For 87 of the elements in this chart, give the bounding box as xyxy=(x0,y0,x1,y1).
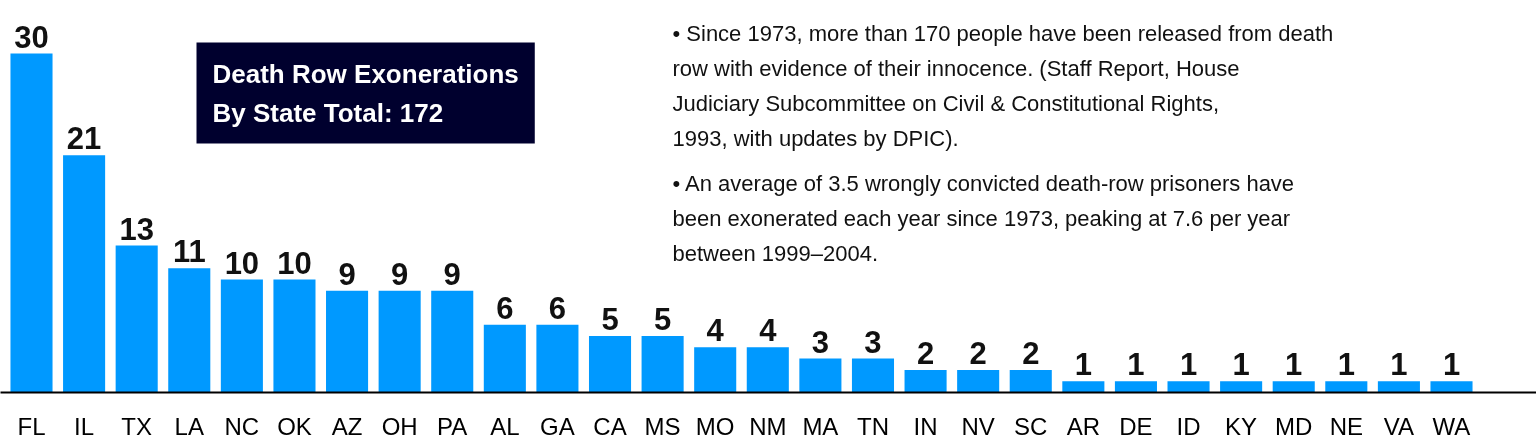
bar xyxy=(799,358,842,393)
x-tick-label: VA xyxy=(1383,412,1415,440)
bar xyxy=(1009,369,1052,393)
bar xyxy=(957,369,1000,393)
bar xyxy=(1220,381,1263,393)
data-label: 1 xyxy=(1337,347,1355,383)
data-label: 5 xyxy=(601,302,619,337)
data-label: 9 xyxy=(338,256,356,292)
x-tick-label: NC xyxy=(224,412,260,440)
x-tick-label: MA xyxy=(802,412,839,440)
data-label: 3 xyxy=(864,324,882,360)
bar xyxy=(273,279,316,393)
x-tick-label: NM xyxy=(749,412,787,440)
x-tick-label: OK xyxy=(277,412,312,440)
x-tick-label: MO xyxy=(695,412,735,440)
data-label: 11 xyxy=(172,234,206,270)
x-tick-label: TN xyxy=(856,412,889,440)
x-tick-label: NV xyxy=(961,412,995,440)
x-tick-label: AR xyxy=(1066,412,1101,440)
x-tick-label: MD xyxy=(1275,412,1313,440)
x-tick-label: IN xyxy=(913,412,938,440)
x-tick-label: IL xyxy=(74,412,95,440)
bar xyxy=(1430,381,1473,393)
bar xyxy=(1114,381,1157,393)
data-label: 6 xyxy=(496,290,514,326)
bar xyxy=(483,324,526,393)
data-label: 21 xyxy=(66,121,102,157)
annotation: • An average of 3.5 wrongly convicted death-row prisoners have been exonerated each year since 1973, peaking at 7.6 per year between 1999–2004. xyxy=(672,170,1295,266)
x-tick-label: OH xyxy=(381,412,418,440)
x-tick-label: SC xyxy=(1014,412,1048,440)
x-tick-label: ID xyxy=(1176,412,1201,440)
data-label: 1 xyxy=(1127,347,1145,383)
x-tick-label: WA xyxy=(1432,412,1471,440)
data-label: 2 xyxy=(1022,335,1040,371)
data-label: 2 xyxy=(916,335,935,371)
x-tick-label: NE xyxy=(1329,412,1363,440)
bar xyxy=(168,268,211,393)
x-tick-label: AZ xyxy=(331,412,363,440)
data-label: 1 xyxy=(1442,347,1461,383)
data-label: 5 xyxy=(653,302,672,337)
bar xyxy=(63,155,106,393)
bar xyxy=(1272,381,1315,393)
data-label: 13 xyxy=(119,211,154,247)
data-label: 6 xyxy=(548,290,567,326)
x-tick-label: GA xyxy=(540,412,575,440)
bar xyxy=(851,358,895,393)
bar xyxy=(746,347,789,393)
bar xyxy=(588,336,632,393)
annotation: • Since 1973, more than 170 people have been released from death row with evidence of their innocence. (Staff Report, House Judiciary Subcommittee on Civil & Constitutional Rights, 1993, with updates by DPIC). xyxy=(672,20,1334,151)
data-label: 10 xyxy=(277,245,312,281)
data-label: 9 xyxy=(443,256,461,292)
bar xyxy=(1167,381,1210,393)
x-tick-label: CA xyxy=(593,412,627,440)
bar xyxy=(10,53,53,393)
x-tick-label: PA xyxy=(437,412,468,440)
bar xyxy=(536,324,579,393)
data-label: 1 xyxy=(1074,347,1092,383)
bar xyxy=(378,290,421,393)
data-label: 9 xyxy=(391,256,409,292)
bar xyxy=(694,347,737,393)
data-label: 10 xyxy=(224,245,260,281)
data-label: 3 xyxy=(811,324,830,360)
x-tick-label: TX xyxy=(121,412,153,440)
data-label: 1 xyxy=(1232,347,1250,383)
x-tick-label: MS xyxy=(644,412,681,440)
x-tick-label: LA xyxy=(174,412,204,440)
bar xyxy=(431,290,474,393)
bar xyxy=(326,290,369,393)
bar xyxy=(1062,381,1105,393)
data-label: 4 xyxy=(759,313,778,349)
x-tick-label: DE xyxy=(1119,412,1153,440)
bar xyxy=(641,336,684,393)
data-label: 30 xyxy=(14,19,49,55)
data-label: 2 xyxy=(969,335,987,371)
x-tick-label: FL xyxy=(17,412,46,440)
data-label: 1 xyxy=(1179,347,1198,383)
data-label: 1 xyxy=(1390,347,1408,383)
text: Death Row Exonerations By State Total: 172 xyxy=(212,58,519,128)
bar xyxy=(904,369,947,393)
x-tick-label: AL xyxy=(490,412,520,440)
data-label: 1 xyxy=(1285,347,1303,383)
bar xyxy=(1325,381,1368,393)
bar xyxy=(1377,381,1420,393)
data-label: 4 xyxy=(706,313,725,349)
x-tick-label: KY xyxy=(1225,412,1258,440)
bar xyxy=(115,245,158,393)
bar xyxy=(220,279,263,393)
